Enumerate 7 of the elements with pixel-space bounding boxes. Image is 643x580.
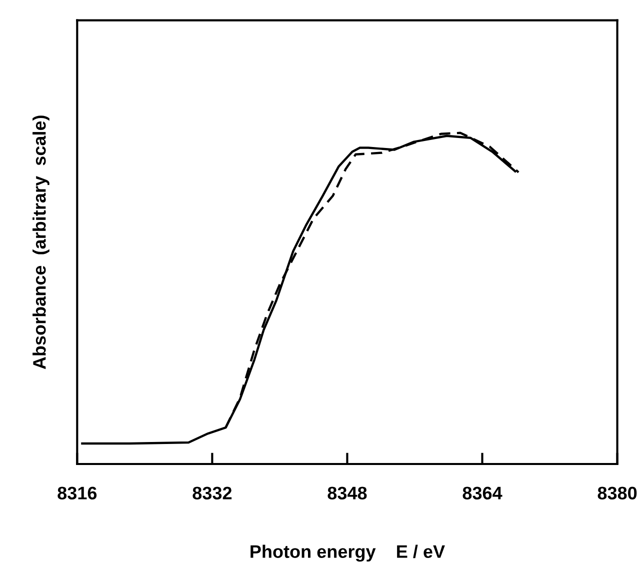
x-tick-label: 8380	[598, 486, 637, 500]
y-axis-title: Absorbance (arbitrary scale)	[32, 116, 50, 370]
x-axis-title: Photon energy E / eV	[250, 544, 445, 562]
x-tick-label: 8364	[462, 486, 502, 500]
x-tick-label: 8332	[192, 486, 232, 500]
x-tick-label: 8348	[328, 486, 367, 500]
x-tick-label: 8316	[58, 486, 97, 500]
